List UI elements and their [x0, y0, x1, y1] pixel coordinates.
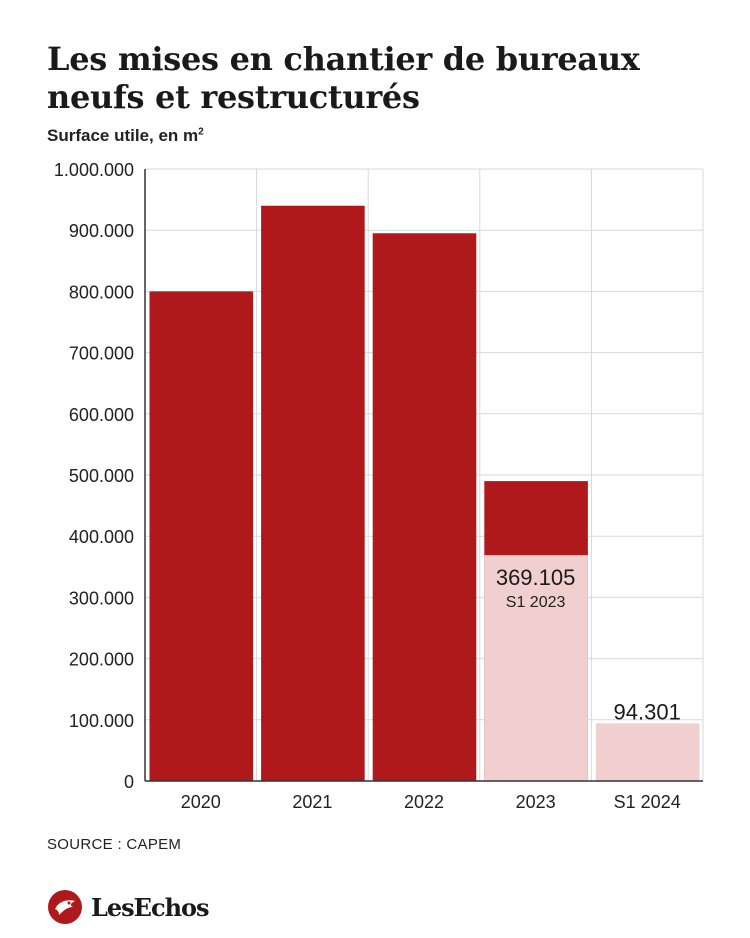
les-echos-logo-icon	[48, 890, 82, 924]
data-label: 94.301	[614, 699, 681, 724]
source-note: SOURCE : CAPEM	[47, 836, 182, 853]
y-tick-label: 600.000	[69, 405, 134, 425]
y-tick-label: 400.000	[69, 527, 134, 547]
x-tick-label: 2022	[404, 792, 444, 812]
bar-first-half	[484, 555, 588, 781]
y-tick-label: 700.000	[69, 344, 134, 364]
x-tick-label: 2023	[516, 792, 556, 812]
data-label: 369.105	[496, 565, 576, 590]
subtitle-text: Surface utile, en m	[47, 126, 199, 145]
y-tick-label: 0	[124, 772, 134, 792]
bar-first-half	[595, 723, 700, 781]
x-tick-label: S1 2024	[614, 792, 681, 812]
bar-annual	[372, 233, 477, 781]
x-tick-label: 2020	[181, 792, 221, 812]
brand-logo: LesEchos	[47, 888, 210, 926]
y-tick-label: 1.000.000	[54, 160, 134, 180]
y-tick-label: 200.000	[69, 650, 134, 670]
y-tick-label: 800.000	[69, 282, 134, 302]
bar-annual	[149, 291, 254, 781]
x-tick-label: 2021	[292, 792, 332, 812]
chart-title: Les mises en chantier de bureaux neufs e…	[47, 40, 640, 116]
brand-name: LesEchos	[91, 892, 210, 922]
subtitle-superscript: 2	[198, 126, 204, 138]
y-tick-label: 100.000	[69, 711, 134, 731]
bar-annual	[261, 205, 365, 782]
data-sublabel: S1 2023	[506, 594, 566, 611]
y-tick-label: 500.000	[69, 466, 134, 486]
bar-chart: 0 100.000 200.000 300.000 400.000 500.000 600.…	[54, 160, 704, 812]
chart-subtitle: Surface utile, en m2	[47, 126, 204, 146]
y-tick-label: 900.000	[69, 221, 134, 241]
y-tick-label: 300.000	[69, 588, 134, 608]
